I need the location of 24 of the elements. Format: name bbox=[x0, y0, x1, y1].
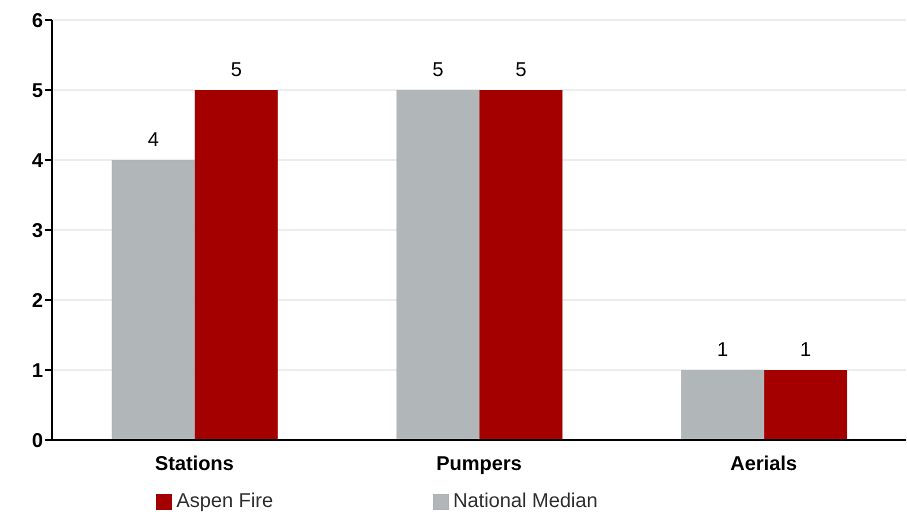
x-tick-label: Stations bbox=[154, 453, 234, 476]
y-tick-label: 1 bbox=[32, 360, 43, 382]
bar bbox=[194, 90, 278, 440]
data-label: 1 bbox=[717, 339, 728, 361]
legend-label: National Median bbox=[453, 490, 598, 512]
data-label: 5 bbox=[230, 59, 242, 81]
bar bbox=[764, 370, 848, 440]
y-tick-label: 0 bbox=[32, 430, 43, 452]
data-label: 5 bbox=[515, 59, 527, 81]
legend-label: Aspen Fire bbox=[176, 490, 274, 512]
bar bbox=[112, 160, 195, 440]
data-label: 5 bbox=[432, 59, 444, 81]
y-tick-label: 5 bbox=[32, 80, 43, 102]
x-tick-label: Pumpers bbox=[436, 453, 522, 476]
y-tick-label: 6 bbox=[32, 10, 43, 32]
y-tick-label: 3 bbox=[32, 220, 43, 242]
y-tick-label: 2 bbox=[32, 290, 43, 312]
bar bbox=[396, 90, 480, 440]
x-tick-label: Aerials bbox=[730, 453, 798, 476]
y-tick-label: 4 bbox=[32, 150, 44, 172]
data-label: 1 bbox=[800, 339, 812, 361]
bar bbox=[681, 370, 764, 440]
data-label: 4 bbox=[148, 129, 159, 151]
bar bbox=[479, 90, 562, 440]
